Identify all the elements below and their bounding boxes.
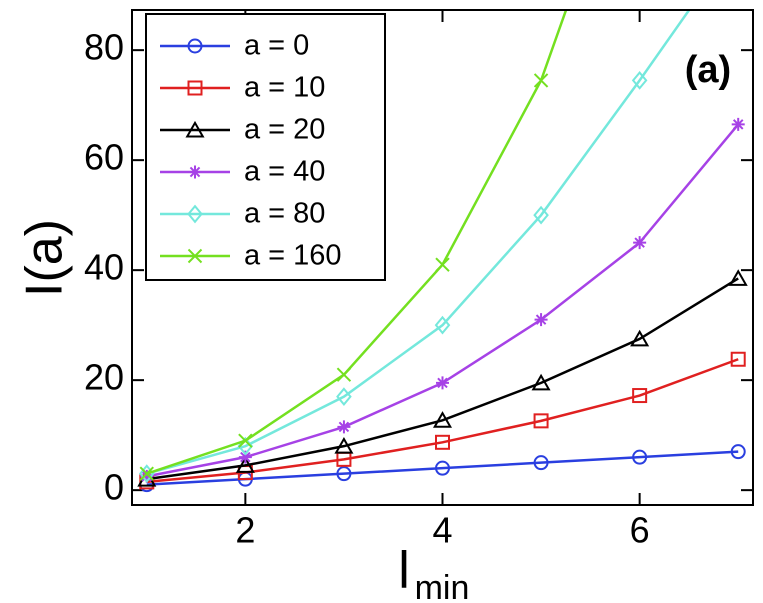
marker <box>630 329 650 347</box>
marker <box>633 236 647 250</box>
marker <box>139 466 154 481</box>
marker <box>434 315 451 335</box>
x-axis-label: l <box>398 542 410 600</box>
marker <box>533 73 549 88</box>
y-tick-label: 20 <box>84 357 124 398</box>
marker <box>432 411 453 428</box>
x-tick-label: 2 <box>235 510 255 551</box>
marker <box>730 351 746 367</box>
legend-box <box>145 13 386 281</box>
marker <box>237 436 254 456</box>
panel-label: (a) <box>685 49 731 91</box>
marker <box>334 436 354 454</box>
marker <box>336 367 352 382</box>
marker <box>140 469 154 483</box>
legend-label: a = 0 <box>244 30 309 62</box>
marker <box>531 373 551 391</box>
legend-label: a = 40 <box>244 156 325 188</box>
y-tick-label: 40 <box>84 247 124 288</box>
marker <box>187 38 203 54</box>
marker <box>534 313 548 327</box>
marker <box>187 248 203 264</box>
marker <box>187 80 203 96</box>
marker <box>185 120 205 138</box>
marker <box>238 433 253 448</box>
legend-label: a = 10 <box>244 72 325 104</box>
y-tick-label: 60 <box>84 137 124 178</box>
series-line <box>146 277 739 481</box>
marker <box>632 449 648 465</box>
y-tick-label: 0 <box>104 467 124 508</box>
marker <box>435 434 450 450</box>
series-line <box>146 10 691 475</box>
marker <box>187 204 203 224</box>
legend-label: a = 20 <box>244 114 325 146</box>
marker <box>188 165 202 179</box>
y-axis-label: I(a) <box>16 219 74 297</box>
marker <box>631 71 648 90</box>
marker <box>435 257 450 272</box>
marker <box>632 388 648 404</box>
marker <box>533 205 549 225</box>
marker <box>435 460 450 476</box>
marker <box>238 450 252 464</box>
x-tick-label: 4 <box>432 510 452 551</box>
marker <box>728 269 748 286</box>
plot-frame <box>131 9 754 506</box>
marker <box>436 376 449 390</box>
x-tick-label: 6 <box>630 510 650 551</box>
marker <box>730 444 746 460</box>
legend-label: a = 160 <box>244 240 342 272</box>
marker <box>337 420 351 434</box>
legend-label: a = 80 <box>244 198 325 230</box>
marker <box>336 466 352 482</box>
series-line <box>146 450 739 486</box>
legend: a = 0 a = 10 a = 20 a = 40 a = 80 a = 160 <box>145 13 386 281</box>
marker <box>533 455 549 471</box>
plot-area <box>137 10 748 493</box>
marker <box>731 117 745 131</box>
marker <box>533 413 549 429</box>
marker <box>336 387 352 407</box>
x-axis-label-sub: min <box>415 569 470 603</box>
marker <box>235 456 255 473</box>
y-tick-label: 80 <box>84 27 124 68</box>
